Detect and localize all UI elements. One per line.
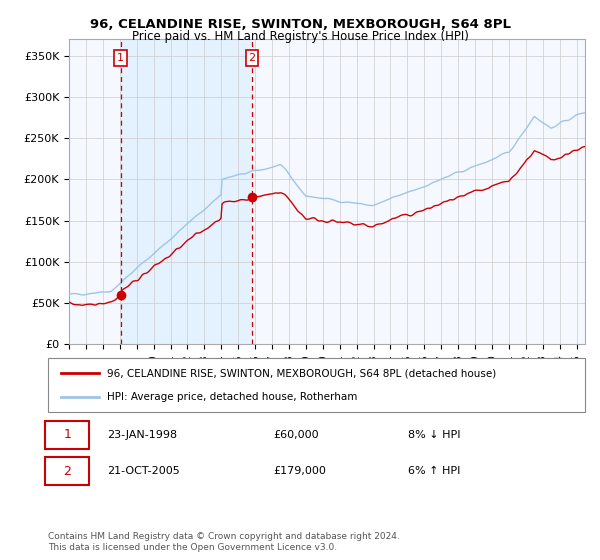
Text: 1: 1	[117, 53, 124, 63]
Text: £179,000: £179,000	[274, 466, 326, 476]
Text: This data is licensed under the Open Government Licence v3.0.: This data is licensed under the Open Gov…	[48, 543, 337, 552]
Text: 2: 2	[248, 53, 256, 63]
FancyBboxPatch shape	[48, 358, 585, 412]
FancyBboxPatch shape	[46, 458, 89, 485]
Text: 2: 2	[64, 465, 71, 478]
Text: 96, CELANDINE RISE, SWINTON, MEXBOROUGH, S64 8PL (detached house): 96, CELANDINE RISE, SWINTON, MEXBOROUGH,…	[107, 368, 496, 379]
Text: 23-JAN-1998: 23-JAN-1998	[107, 430, 177, 440]
FancyBboxPatch shape	[46, 421, 89, 449]
Text: Contains HM Land Registry data © Crown copyright and database right 2024.: Contains HM Land Registry data © Crown c…	[48, 532, 400, 541]
Text: Price paid vs. HM Land Registry's House Price Index (HPI): Price paid vs. HM Land Registry's House …	[131, 30, 469, 43]
Text: 8% ↓ HPI: 8% ↓ HPI	[408, 430, 460, 440]
Bar	[121, 39, 252, 344]
Text: 21-OCT-2005: 21-OCT-2005	[107, 466, 180, 476]
Text: 6% ↑ HPI: 6% ↑ HPI	[408, 466, 460, 476]
Text: £60,000: £60,000	[274, 430, 319, 440]
Text: 96, CELANDINE RISE, SWINTON, MEXBOROUGH, S64 8PL: 96, CELANDINE RISE, SWINTON, MEXBOROUGH,…	[89, 18, 511, 31]
Text: HPI: Average price, detached house, Rotherham: HPI: Average price, detached house, Roth…	[107, 391, 358, 402]
Text: 1: 1	[64, 428, 71, 441]
